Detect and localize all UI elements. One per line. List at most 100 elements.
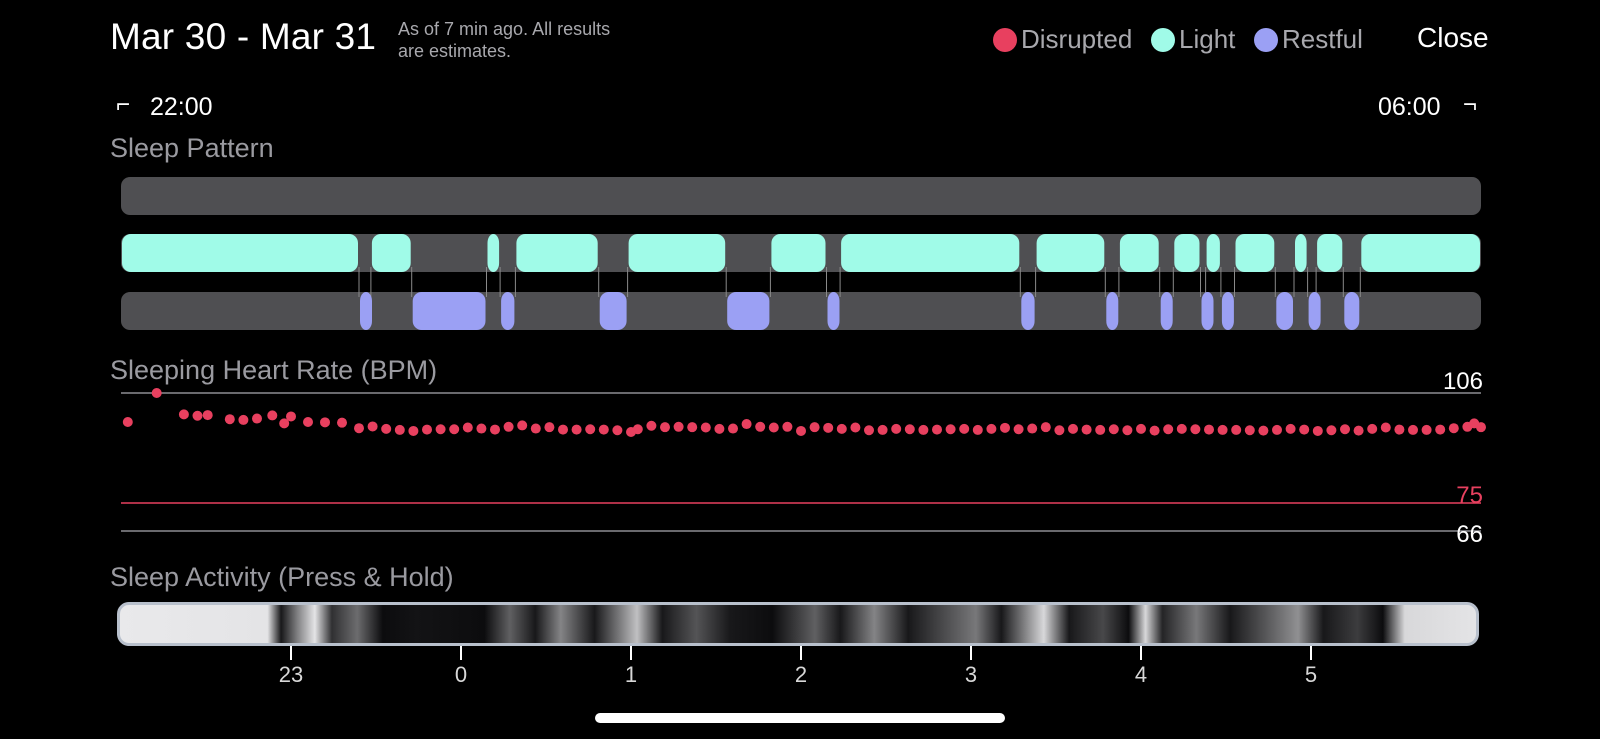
light-segment bbox=[1119, 234, 1159, 272]
restful-segment bbox=[501, 292, 515, 330]
hr-data-point bbox=[1421, 424, 1432, 435]
sleep-activity-heading: Sleep Activity (Press & Hold) bbox=[110, 562, 454, 592]
legend-label-disrupted: Disrupted bbox=[1021, 24, 1133, 54]
light-segment bbox=[628, 234, 726, 272]
hr-data-point bbox=[517, 420, 528, 431]
light-segment bbox=[1317, 234, 1343, 272]
hr-data-point bbox=[673, 421, 684, 432]
as-of-line-2: are estimates. bbox=[398, 41, 512, 61]
hr-data-point bbox=[864, 425, 874, 436]
hr-data-point bbox=[809, 422, 820, 433]
hr-data-point bbox=[585, 424, 596, 435]
hr-data-point bbox=[192, 410, 203, 421]
time-axis-tick bbox=[460, 646, 462, 660]
time-axis-label: 4 bbox=[1134, 662, 1148, 687]
close-button[interactable]: Close bbox=[1417, 22, 1489, 53]
hr-data-point bbox=[354, 423, 364, 434]
hr-data-point bbox=[422, 424, 432, 435]
hr-data-point bbox=[1122, 425, 1133, 436]
hr-data-point bbox=[202, 410, 213, 421]
hr-data-point bbox=[1394, 424, 1405, 435]
restful-dot-icon bbox=[1254, 27, 1278, 52]
hr-data-point bbox=[1326, 425, 1337, 436]
range-end-time: 06:00 bbox=[1378, 93, 1441, 121]
time-axis: 23 0 1 2 3 4 5 bbox=[0, 646, 1600, 688]
hr-data-point bbox=[279, 418, 290, 429]
hr-data-point bbox=[476, 423, 487, 434]
restful-segment bbox=[827, 292, 840, 330]
restful-segment bbox=[1221, 292, 1234, 330]
hr-data-point bbox=[1244, 425, 1255, 436]
hr-data-point bbox=[178, 409, 189, 420]
hr-data-point bbox=[1476, 422, 1486, 433]
heart-rate-points bbox=[122, 388, 1486, 437]
legend-label-restful: Restful bbox=[1282, 24, 1363, 54]
restful-segment bbox=[412, 292, 486, 330]
hr-data-point bbox=[408, 425, 419, 436]
light-dot-icon bbox=[1151, 27, 1175, 52]
hr-data-point bbox=[503, 421, 514, 432]
hr-data-point bbox=[918, 424, 929, 435]
light-segment bbox=[841, 234, 1020, 272]
as-of-line-1: As of 7 min ago. All results bbox=[398, 19, 611, 39]
hr-data-point bbox=[728, 423, 738, 434]
hr-data-point bbox=[1013, 424, 1024, 435]
home-indicator[interactable] bbox=[595, 713, 1005, 723]
light-segment bbox=[1174, 234, 1200, 272]
hr-data-point bbox=[1231, 424, 1242, 435]
restful-segment bbox=[727, 292, 770, 330]
restful-segment bbox=[599, 292, 627, 330]
legend-restful: Restful bbox=[1254, 24, 1363, 55]
heart-rate-reference-lines bbox=[121, 392, 1481, 532]
time-axis-tick bbox=[1310, 646, 1312, 660]
hr-data-point bbox=[632, 424, 643, 435]
sleep-pattern-chart[interactable] bbox=[0, 170, 1600, 340]
time-axis-tick bbox=[800, 646, 802, 660]
restful-segment bbox=[1308, 292, 1321, 330]
legend-light: Light bbox=[1151, 24, 1235, 55]
restful-segment bbox=[1021, 292, 1035, 330]
hr-data-point bbox=[122, 416, 133, 427]
light-segment bbox=[371, 234, 411, 272]
hr-data-point bbox=[449, 424, 460, 435]
hr-data-point bbox=[932, 424, 942, 435]
range-start-time: 22:00 bbox=[150, 93, 213, 121]
light-segment bbox=[516, 234, 598, 272]
light-segment bbox=[1295, 234, 1307, 272]
hr-data-point bbox=[530, 423, 541, 434]
hr-data-point bbox=[1217, 424, 1228, 435]
hr-data-point bbox=[1272, 424, 1282, 435]
hr-data-point bbox=[544, 422, 555, 433]
sleep-activity-bar[interactable] bbox=[117, 602, 1479, 646]
time-axis-label: 23 bbox=[278, 662, 304, 687]
hr-data-point bbox=[1353, 425, 1364, 436]
light-segment bbox=[1235, 234, 1275, 272]
hr-data-point bbox=[945, 424, 956, 435]
hr-data-point bbox=[1054, 425, 1065, 436]
hr-data-point bbox=[660, 422, 670, 433]
hr-data-point bbox=[151, 388, 162, 398]
hr-data-point bbox=[1435, 424, 1446, 435]
hr-data-point bbox=[1163, 424, 1174, 435]
hr-data-point bbox=[252, 413, 262, 424]
hr-data-point bbox=[755, 421, 766, 432]
hr-data-point bbox=[904, 424, 915, 435]
hr-data-point bbox=[646, 420, 657, 431]
hr-data-point bbox=[1340, 424, 1350, 435]
date-range-title: Mar 30 - Mar 31 bbox=[110, 16, 377, 57]
hr-data-point bbox=[823, 422, 834, 433]
hr-data-point bbox=[367, 421, 378, 432]
time-axis-label: 0 bbox=[454, 662, 468, 687]
hr-data-point bbox=[286, 411, 296, 422]
hr-data-point bbox=[1149, 425, 1160, 436]
time-axis-label: 1 bbox=[624, 662, 638, 687]
restful-segment bbox=[1201, 292, 1214, 330]
restful-segment bbox=[1106, 292, 1119, 330]
hr-min-label: 66 bbox=[1456, 521, 1483, 548]
hr-data-point bbox=[435, 424, 446, 435]
hr-data-point bbox=[1299, 424, 1310, 435]
hr-data-point bbox=[700, 422, 711, 433]
hr-data-point bbox=[1040, 422, 1051, 433]
hr-data-point bbox=[1448, 423, 1459, 434]
hr-data-point bbox=[959, 423, 970, 434]
